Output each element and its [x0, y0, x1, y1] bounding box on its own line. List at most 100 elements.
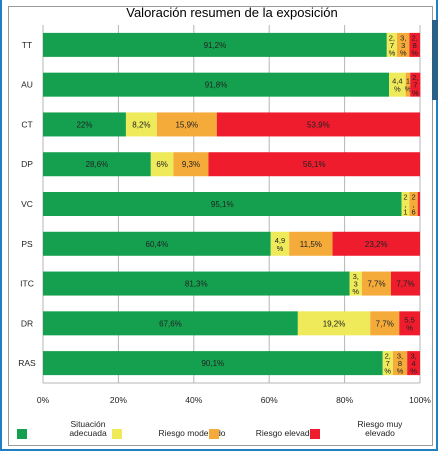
bar-segment — [43, 32, 387, 57]
data-label: 7 — [386, 359, 390, 368]
data-label: 19,2% — [323, 319, 346, 328]
bars: 91,2%2,7%3,3%2,8%91,8% 4,4%1%2,7%22% 8,2% 1… — [43, 32, 421, 376]
bar-segment — [392, 351, 408, 376]
data-label: 4 — [412, 359, 416, 368]
data-label: 56,1% — [303, 160, 326, 169]
bar-segment — [43, 72, 390, 97]
legend-swatch — [209, 429, 219, 439]
data-label: 53,9% — [307, 120, 330, 129]
data-label: , — [404, 200, 406, 209]
data-label: 2, — [389, 33, 395, 42]
data-label: % — [384, 367, 391, 376]
category-label: TT — [22, 40, 32, 50]
data-label: 7 — [390, 41, 394, 50]
data-label: 3, — [410, 352, 416, 361]
data-label: 8 — [413, 41, 417, 50]
bar-segment — [382, 351, 393, 376]
legend-label: Riesgo muy — [358, 419, 404, 429]
category-label: AU — [21, 80, 33, 90]
bar-segment — [208, 152, 420, 177]
data-label: 4,4 — [392, 77, 402, 86]
data-label: 90,1% — [201, 359, 224, 368]
bar-segment — [349, 271, 362, 296]
category-label: CT — [21, 119, 32, 129]
legend-label: Riesgo moderado — [158, 428, 225, 438]
bar-segment — [390, 271, 420, 296]
data-label: 7 — [413, 81, 417, 90]
data-label: 2 — [412, 192, 416, 201]
x-tick-label: 60% — [261, 395, 278, 405]
data-label: 91,2% — [204, 41, 227, 50]
data-label: 2, — [385, 352, 391, 361]
data-label: 7,7% — [367, 280, 385, 289]
bar-segment — [409, 32, 420, 57]
bar-segment — [370, 311, 400, 336]
bar-segment — [125, 112, 157, 137]
data-label: 2, — [412, 73, 418, 82]
data-label: 11,5% — [300, 240, 322, 249]
data-label: 91,8% — [205, 81, 228, 90]
bar-segment — [407, 351, 420, 376]
category-label: ITC — [20, 279, 34, 289]
data-label: % — [406, 323, 413, 332]
data-label: % — [397, 367, 404, 376]
window-edge-accent — [432, 20, 438, 100]
bar-segment — [150, 152, 174, 177]
bar-segment — [386, 32, 398, 57]
data-label: 5,5 — [404, 315, 414, 324]
legend-label: elevado — [365, 428, 395, 438]
category-label: RAS — [18, 358, 36, 368]
legend-swatch — [112, 429, 122, 439]
data-label: 4,9 — [275, 236, 285, 245]
bar-segment — [270, 231, 290, 256]
data-label: 2 — [403, 192, 407, 201]
data-label: 3 — [401, 41, 405, 50]
bar-segment — [297, 311, 371, 336]
bar-segment — [399, 311, 420, 336]
data-label: % — [277, 244, 284, 253]
data-label: % — [394, 85, 401, 94]
bar-segment — [389, 72, 406, 97]
bar-segment — [43, 271, 350, 296]
data-label: % — [400, 48, 407, 57]
category-label: DR — [21, 318, 33, 328]
bar-segment — [401, 192, 410, 216]
bar-segment — [410, 72, 421, 97]
legend-label: Situación — [71, 419, 106, 429]
data-label: 6% — [156, 160, 168, 169]
data-label: 22% — [76, 120, 92, 129]
legend-swatch — [310, 429, 320, 439]
data-label: 7,7% — [376, 319, 394, 328]
data-label: 2, — [412, 33, 418, 42]
bar-segment — [397, 32, 410, 57]
data-label: 3, — [400, 33, 406, 42]
bar-segment — [43, 152, 151, 177]
data-label: 8,2% — [132, 120, 150, 129]
x-tick-label: 20% — [110, 395, 127, 405]
bar-segment — [43, 351, 383, 376]
bar-segment — [43, 311, 298, 336]
bar-segment — [43, 192, 402, 216]
data-label: 3, — [353, 272, 359, 281]
bar-segment — [43, 231, 271, 256]
data-label: % — [352, 287, 359, 296]
x-tick-label: 0% — [37, 395, 50, 405]
chart-title: Valoración resumen de la exposición — [126, 5, 338, 20]
legend-label: adecuada — [69, 428, 107, 438]
bar-segment — [417, 192, 420, 216]
data-label: 81,3% — [185, 280, 208, 289]
x-tick-label: 100% — [409, 395, 431, 405]
bar-segment — [409, 192, 418, 216]
data-label: % — [412, 88, 419, 97]
bar-segment — [216, 112, 420, 137]
bar-segment — [156, 112, 217, 137]
bar-segment — [361, 271, 391, 296]
data-label: 95,1% — [211, 200, 234, 209]
data-label: 6 — [412, 208, 416, 217]
category-labels: TT AU CT DP VC PS ITC DR RAS — [18, 40, 36, 368]
data-label: 60,4% — [146, 240, 169, 249]
data-label: 67,6% — [159, 319, 182, 328]
data-label: % — [410, 367, 417, 376]
